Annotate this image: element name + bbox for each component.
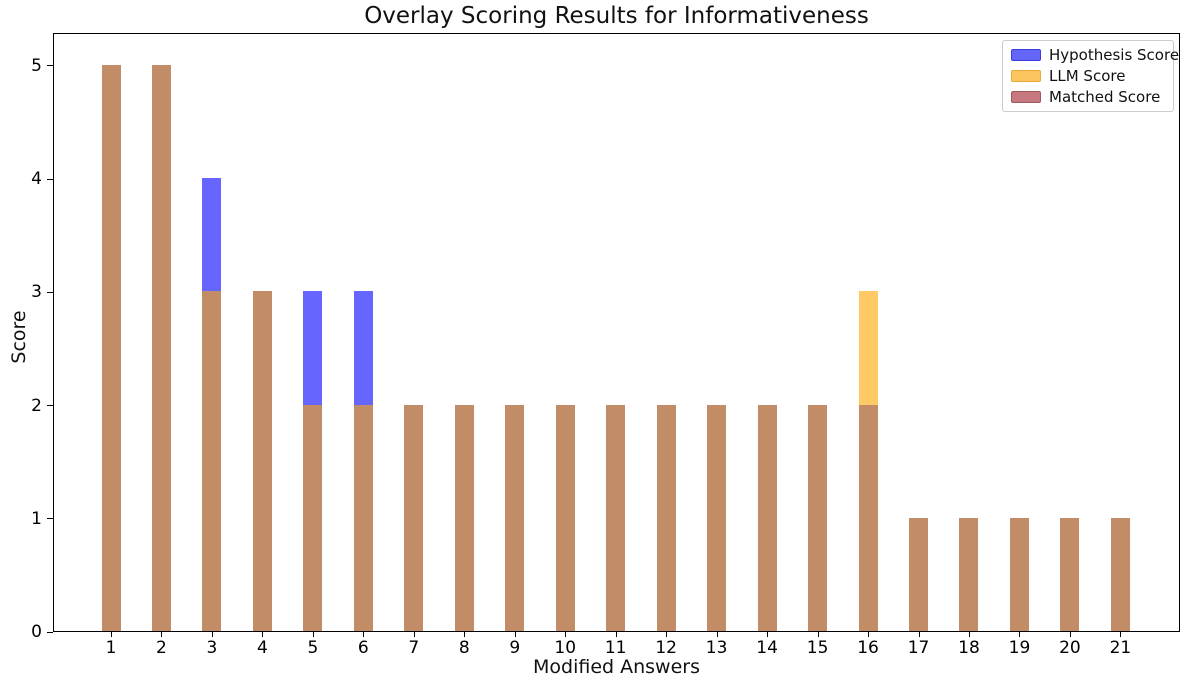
y-tick-mark [47,291,53,293]
bar-llm-score-12 [656,404,676,631]
x-tick-label: 3 [206,638,218,658]
bar-llm-score-18 [959,517,979,631]
x-tick-mark [918,632,920,637]
bar-llm-score-15 [808,404,828,631]
x-tick-mark [1019,632,1021,637]
bar-llm-score-1 [101,64,121,631]
y-axis-label: Score [8,310,30,364]
bar-llm-score-19 [1009,517,1029,631]
x-tick-mark [968,632,970,637]
legend-swatch-hypothesis-icon [1011,49,1041,61]
x-tick-mark [464,632,466,637]
x-tick-label: 4 [256,638,268,658]
x-tick-mark [817,632,819,637]
legend-item-matched: Matched Score [1011,89,1165,105]
x-tick-mark [312,632,314,637]
x-tick-label: 8 [458,638,470,658]
chart-title: Overlay Scoring Results for Informativen… [364,3,869,29]
bar-llm-score-17 [909,517,929,631]
x-tick-mark [767,632,769,637]
x-tick-label: 21 [1109,638,1132,658]
x-tick-mark [262,632,264,637]
x-tick-mark [363,632,365,637]
x-tick-mark [615,632,617,637]
x-tick-label: 2 [156,638,167,658]
x-tick-label: 14 [756,638,778,658]
y-tick-label: 2 [31,395,42,416]
x-tick-label: 13 [705,638,728,658]
bar-llm-score-7 [404,404,424,631]
x-tick-mark [868,632,870,637]
y-tick-label: 4 [31,169,42,190]
x-tick-mark [111,632,112,637]
y-tick-mark [47,65,53,67]
legend: Hypothesis Score LLM Score Matched Score [1002,40,1179,112]
x-tick-label: 16 [857,638,879,658]
bar-llm-score-21 [1110,517,1130,631]
x-tick-label: 7 [408,638,420,658]
bar-llm-score-8 [454,404,474,631]
x-tick-label: 1 [105,638,117,658]
y-tick-label: 3 [31,282,42,303]
y-tick-mark [47,518,53,520]
legend-item-hypothesis: Hypothesis Score [1011,47,1179,63]
bar-llm-score-14 [757,404,777,631]
bar-llm-score-6 [353,404,373,631]
x-tick-mark [514,632,516,637]
bar-llm-score-3 [202,291,222,631]
x-tick-label: 18 [958,638,980,658]
legend-swatch-matched-icon [1011,91,1041,103]
x-tick-mark [716,632,718,637]
x-tick-label: 15 [806,638,829,658]
y-tick-label: 5 [31,55,42,76]
x-tick-mark [161,632,163,637]
legend-swatch-llm-icon [1011,70,1041,82]
bar-llm-score-2 [151,64,171,631]
x-tick-mark [1120,632,1122,637]
y-tick-mark [47,178,53,180]
x-tick-label: 19 [1008,638,1031,658]
bar-llm-score-10 [555,404,575,631]
x-tick-mark [1069,632,1071,637]
x-tick-label: 6 [357,638,369,658]
x-tick-label: 10 [554,638,577,658]
bar-llm-score-9 [505,404,525,631]
x-axis-label: Modified Answers [533,656,700,678]
bar-llm-score-5 [303,404,323,631]
bar-llm-score-11 [606,404,626,631]
x-tick-mark [565,632,567,637]
bar-llm-score-20 [1060,517,1080,631]
x-tick-label: 20 [1059,638,1081,658]
legend-label: Hypothesis Score [1049,46,1180,64]
y-tick-mark [47,631,53,633]
y-tick-mark [47,405,53,407]
bar-llm-score-4 [252,291,272,631]
x-tick-label: 12 [655,638,677,658]
x-tick-mark [666,632,668,637]
x-tick-mark [413,632,415,637]
x-tick-label: 11 [604,638,627,658]
x-tick-label: 9 [509,638,521,658]
bar-llm-score-13 [707,404,727,631]
x-tick-label: 17 [907,638,930,658]
bar-llm-score-16 [858,291,878,631]
legend-item-llm: LLM Score [1011,68,1165,84]
y-tick-label: 1 [31,508,42,529]
x-tick-label: 5 [307,638,319,658]
y-tick-label: 0 [31,622,42,642]
x-tick-mark [211,632,213,637]
legend-label: LLM Score [1049,67,1126,85]
legend-label: Matched Score [1049,88,1161,106]
